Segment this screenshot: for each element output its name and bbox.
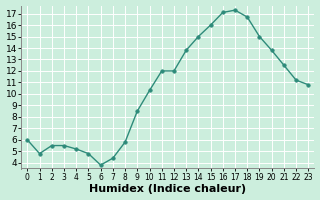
X-axis label: Humidex (Indice chaleur): Humidex (Indice chaleur) [89, 184, 246, 194]
